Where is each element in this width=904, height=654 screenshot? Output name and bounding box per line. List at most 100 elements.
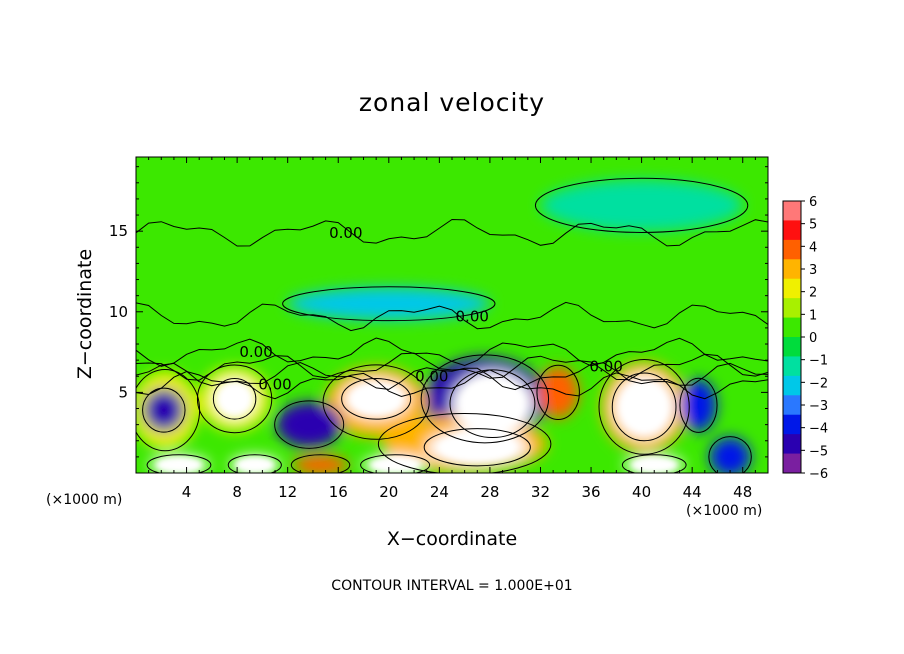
colorbar-cell-4	[783, 278, 801, 299]
field-feature-15	[143, 389, 185, 432]
colorbar-cell-12	[783, 434, 801, 455]
field-core-3	[439, 433, 516, 461]
contour-line-6	[322, 364, 430, 440]
field-core-1	[351, 384, 401, 414]
x-axis: 4 8 12 16 20 24 28 32 36 40 44 48	[148, 157, 756, 501]
contour-line-zero-1	[136, 301, 768, 332]
contour-lines	[136, 177, 768, 473]
x-tick-label-4: 4	[182, 483, 192, 501]
colorbar-cell-8	[783, 356, 801, 377]
y-tick-label-15: 15	[109, 222, 128, 240]
y-tick-label-5: 5	[118, 383, 128, 401]
contour-line-17	[290, 454, 351, 473]
colorbar: 6 5 4 3 2 1 0 −1 −2 −3 −4 −5 −6	[782, 195, 828, 482]
contour-label-3: 0.00	[258, 375, 291, 393]
colorbar-cell-7	[783, 337, 801, 357]
contour-line-5	[341, 378, 412, 420]
colorbar-cell-1	[783, 220, 801, 241]
field-core-5	[156, 457, 202, 473]
contour-line-13	[598, 358, 690, 455]
contour-label-0: 0.00	[329, 224, 362, 242]
contour-line-zero-5	[136, 352, 768, 381]
colorbar-label-8: −2	[809, 376, 828, 391]
contour-line-zero-0	[136, 218, 768, 247]
contour-line-zero-2	[136, 337, 768, 367]
contour-line-3	[196, 364, 273, 434]
contour-line-8	[420, 354, 550, 444]
x-unit-label-right: (×1000 m)	[686, 503, 763, 519]
x-tick-label-44: 44	[683, 483, 702, 501]
colorbar-cell-3	[783, 259, 801, 280]
contour-label-1: 0.00	[456, 308, 489, 326]
y-tick-label-10: 10	[109, 303, 128, 321]
x-tick-label-8: 8	[232, 483, 242, 501]
x-tick-label-32: 32	[531, 483, 550, 501]
colorbar-cell-13	[783, 453, 801, 474]
field-feature-0	[540, 179, 743, 232]
field-feature-17	[709, 437, 751, 473]
contour-line-7	[449, 369, 536, 439]
contour-line-zero-4	[136, 361, 768, 391]
contour-line-19	[621, 454, 687, 473]
x-tick-label-12: 12	[278, 483, 297, 501]
colorbar-label-3: 3	[809, 263, 817, 278]
contour-label-5: 0.00	[590, 358, 623, 376]
contour-line-12	[611, 372, 677, 442]
field-core-0	[219, 384, 250, 414]
x-tick-label-28: 28	[480, 483, 499, 501]
colorbar-cell-6	[783, 317, 801, 338]
x-tick-label-40: 40	[632, 483, 651, 501]
colorbar-cell-10	[783, 395, 801, 416]
contour-line-2	[212, 378, 257, 420]
colorbar-label-1: 5	[809, 218, 817, 233]
colorbar-label-5: 1	[809, 308, 817, 323]
x-unit-label-left: (×1000 m)	[46, 492, 123, 508]
contour-line-14	[679, 377, 718, 433]
contour-label-2: 0.00	[239, 343, 272, 361]
colorbar-cell-0	[783, 201, 801, 221]
colorbar-label-0: 6	[809, 195, 817, 210]
colorbar-cell-5	[783, 298, 801, 319]
contour-label-4: 0.00	[415, 367, 448, 385]
field-feature-21	[292, 455, 349, 473]
x-tick-label-48: 48	[733, 483, 752, 501]
contour-line-0	[142, 387, 186, 433]
field-feature-5	[287, 287, 490, 320]
colorbar-cell-9	[783, 375, 801, 396]
colorbar-label-6: 0	[809, 331, 817, 346]
field-core-7	[370, 457, 420, 473]
x-tick-label-36: 36	[581, 483, 600, 501]
y-axis: 5 10 15	[109, 166, 768, 458]
colorbar-cell-11	[783, 414, 801, 435]
contour-line-16	[227, 454, 282, 473]
chart-title: zonal velocity	[358, 88, 546, 117]
field-feature-14	[680, 379, 717, 432]
contour-line-21	[282, 286, 496, 322]
colorbar-label-4: 2	[809, 286, 817, 301]
contour-labels: 0.00 0.00 0.00 0.00 0.00 0.00	[239, 224, 623, 394]
field-core-6	[235, 457, 274, 473]
field-core-4	[621, 382, 667, 432]
field-feature-11	[276, 402, 343, 448]
x-tick-label-20: 20	[379, 483, 398, 501]
x-axis-label: X−coordinate	[386, 528, 518, 550]
contour-line-20	[708, 436, 752, 473]
x-tick-label-16: 16	[329, 483, 348, 501]
colorbar-label-9: −3	[809, 399, 828, 414]
velocity-field	[136, 157, 768, 473]
contour-line-18	[360, 454, 431, 473]
contour-line-zero-3	[136, 369, 768, 400]
contour-interval-note: CONTOUR INTERVAL = 1.000E+01	[331, 578, 573, 594]
colorbar-label-2: 4	[809, 240, 817, 255]
field-core-8	[631, 457, 677, 473]
field-core-2	[462, 379, 523, 428]
colorbar-cell-2	[783, 239, 801, 260]
contour-line-22	[534, 177, 749, 233]
colorbar-label-12: −6	[809, 467, 828, 482]
contour-line-15	[146, 454, 212, 473]
field-cores	[156, 379, 677, 473]
contour-line-9	[423, 428, 531, 467]
colorbar-label-11: −5	[809, 444, 828, 459]
